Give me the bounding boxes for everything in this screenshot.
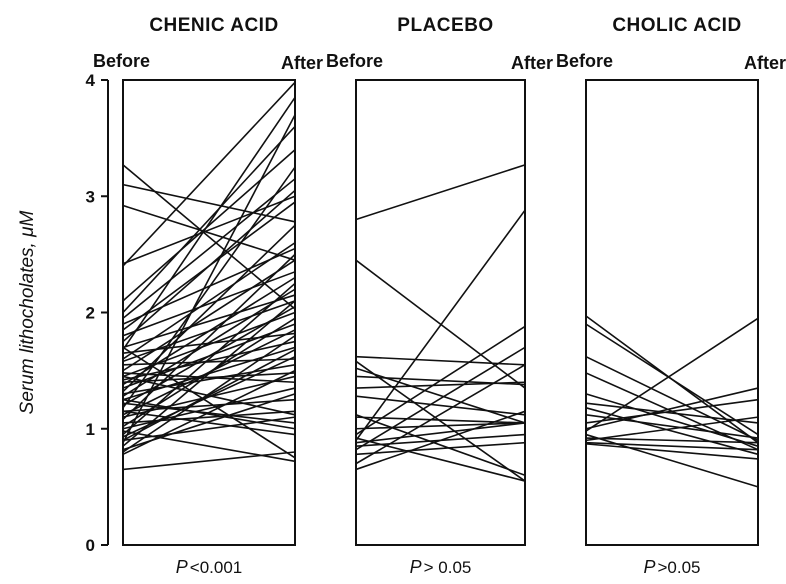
subject-line: [122, 166, 296, 409]
subject-line: [355, 414, 526, 477]
subject-line: [122, 335, 296, 453]
subject-line: [122, 294, 296, 349]
panel-cholic-acid: CHOLIC ACID Before After P >0.05: [556, 15, 786, 577]
subject-line: [122, 340, 296, 381]
subject-line: [355, 360, 526, 482]
after-label: After: [744, 53, 786, 73]
p-value-label: P > 0.05: [410, 557, 472, 577]
y-tick-label: 1: [86, 420, 95, 439]
p-symbol: P: [410, 557, 422, 577]
subject-line: [355, 164, 526, 221]
subject-line: [122, 282, 296, 436]
p-symbol: P: [643, 557, 655, 577]
subject-line: [355, 441, 526, 456]
subject-line: [585, 416, 759, 442]
subject-line: [122, 369, 296, 456]
after-label: After: [511, 53, 553, 73]
subject-line: [585, 323, 759, 436]
subject-line: [122, 224, 296, 393]
subject-line: [122, 195, 296, 265]
p-value: <0.001: [190, 558, 242, 577]
subject-line: [355, 395, 526, 416]
subject-line: [585, 317, 759, 432]
subject-line: [122, 430, 296, 463]
subject-line: [122, 114, 296, 444]
subject-line: [585, 398, 759, 424]
panel-chenic-acid: CHENIC ACID Before After P <0.001: [93, 15, 323, 577]
subject-line: [585, 441, 759, 451]
subject-line: [122, 451, 296, 471]
subject-line: [122, 178, 296, 319]
subject-line: [355, 381, 526, 389]
panel-title: CHENIC ACID: [149, 15, 278, 36]
y-tick-label: 0: [86, 536, 95, 555]
p-value-label: P <0.001: [176, 557, 243, 577]
subject-line: [122, 125, 296, 314]
subject-line: [355, 437, 526, 482]
panel-placebo: PLACEBO Before After P > 0.05: [326, 15, 553, 577]
y-tick-label: 4: [86, 71, 96, 90]
subject-line: [355, 355, 526, 366]
subject-line: [122, 398, 296, 430]
subject-line: [585, 443, 759, 460]
subject-line: [122, 242, 296, 360]
before-label: Before: [93, 51, 150, 71]
subject-line: [122, 348, 296, 442]
before-label: Before: [556, 51, 613, 71]
p-value: > 0.05: [424, 558, 472, 577]
subject-line: [122, 372, 296, 384]
subject-line: [122, 288, 296, 397]
panel-title: PLACEBO: [397, 15, 493, 36]
subject-line: [355, 346, 526, 451]
subject-line: [355, 422, 526, 444]
subject-line: [122, 416, 296, 442]
subject-line: [122, 204, 296, 261]
panel-title: CHOLIC ACID: [612, 15, 741, 36]
subject-line: [585, 437, 759, 444]
subject-line: [122, 346, 296, 459]
subject-line: [122, 259, 296, 372]
y-tick-label: 2: [86, 304, 95, 323]
subject-line: [122, 189, 296, 343]
subject-line: [355, 422, 526, 430]
panel-frame: [585, 79, 759, 546]
p-symbol: P: [176, 557, 188, 577]
subject-line: [355, 325, 526, 436]
subject-line: [585, 407, 759, 456]
y-axis-label: Serum lithocholates, μM: [17, 210, 38, 414]
after-label: After: [281, 53, 323, 73]
panel-frame: [355, 79, 526, 546]
p-value-label: P >0.05: [643, 557, 700, 577]
y-tick-label: 3: [86, 187, 95, 206]
subject-line: [122, 164, 296, 310]
y-axis: 0 1 2 3 4: [86, 71, 109, 555]
subject-line: [585, 393, 759, 447]
subject-line: [122, 271, 296, 337]
subject-line: [122, 149, 296, 302]
p-value: >0.05: [658, 558, 701, 577]
subject-line: [122, 81, 296, 267]
subject-line: [355, 209, 526, 441]
before-label: Before: [326, 51, 383, 71]
subject-line: [355, 410, 526, 471]
subject-line: [355, 416, 526, 424]
subject-line: [585, 387, 759, 430]
subject-line: [122, 253, 296, 421]
subject-line: [122, 355, 296, 438]
subject-line: [585, 355, 759, 442]
subject-line: [122, 410, 296, 436]
subject-line: [355, 364, 526, 465]
subject-line: [122, 300, 296, 447]
subject-line: [122, 96, 296, 351]
subject-line: [585, 402, 759, 424]
